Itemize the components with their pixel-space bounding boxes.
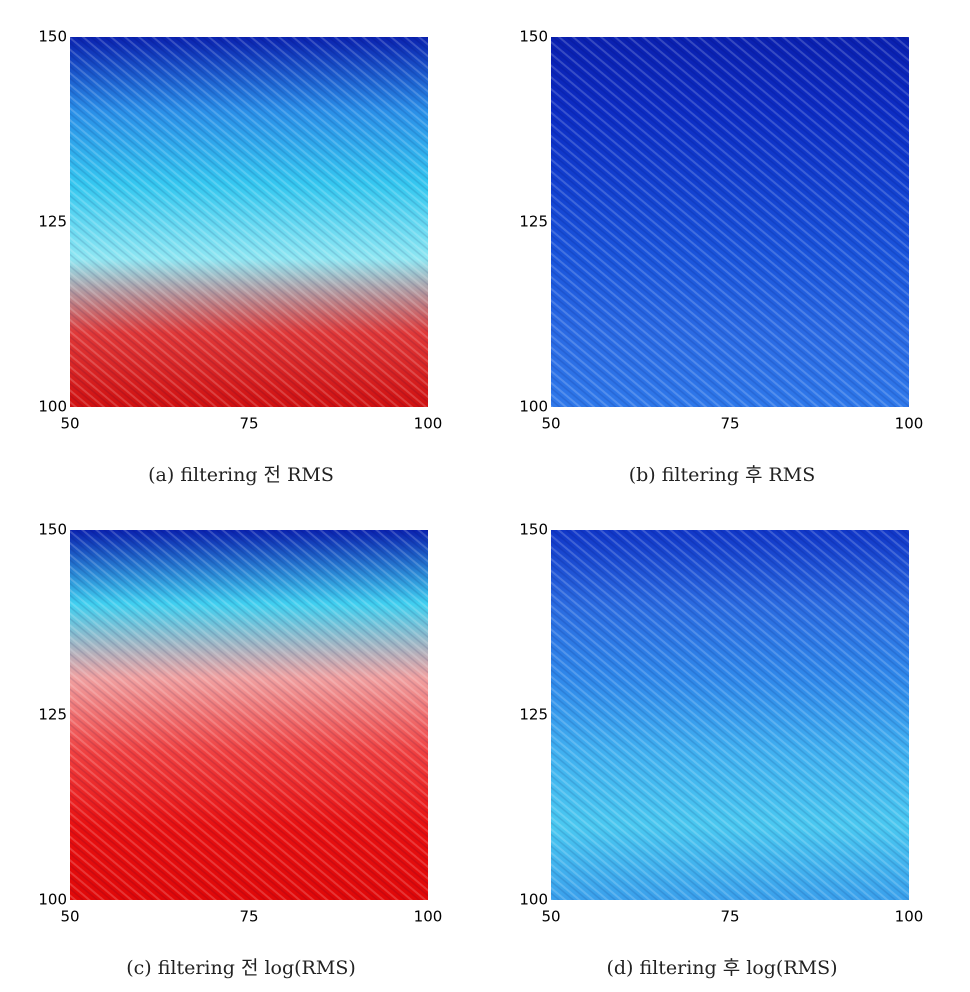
y-tick-label: 100 [519, 398, 548, 416]
heatmap-texture [70, 37, 428, 407]
y-tick-label: 125 [519, 706, 548, 724]
y-tick-label: 125 [38, 213, 67, 231]
y-tick-label: 150 [38, 28, 67, 46]
y-tick-label: 150 [519, 28, 548, 46]
y-tick-label: 100 [519, 891, 548, 909]
x-tick-label: 100 [895, 415, 924, 433]
caption: (c) filtering 전 log(RMS) [126, 957, 356, 979]
x-tick-label: 75 [720, 415, 739, 433]
caption: (d) filtering 후 log(RMS) [606, 957, 837, 979]
y-tick-label: 125 [38, 706, 67, 724]
x-tick-label: 100 [895, 908, 924, 926]
x-tick-label: 75 [720, 908, 739, 926]
x-tick-label: 50 [60, 415, 79, 433]
caption: (a) filtering 전 RMS [148, 464, 334, 486]
x-tick-label: 50 [541, 415, 560, 433]
y-tick-label: 100 [38, 398, 67, 416]
x-tick-label: 50 [60, 908, 79, 926]
x-tick-label: 100 [414, 908, 443, 926]
x-tick-label: 75 [239, 415, 258, 433]
heatmap-texture [551, 37, 909, 407]
x-tick-label: 100 [414, 415, 443, 433]
x-tick-label: 75 [239, 908, 258, 926]
y-tick-label: 100 [38, 891, 67, 909]
caption: (b) filtering 후 RMS [629, 464, 816, 486]
y-tick-label: 125 [519, 213, 548, 231]
y-tick-label: 150 [38, 521, 67, 539]
heatmap-texture [70, 530, 428, 900]
x-tick-label: 50 [541, 908, 560, 926]
heatmap-texture [551, 530, 909, 900]
y-tick-label: 150 [519, 521, 548, 539]
